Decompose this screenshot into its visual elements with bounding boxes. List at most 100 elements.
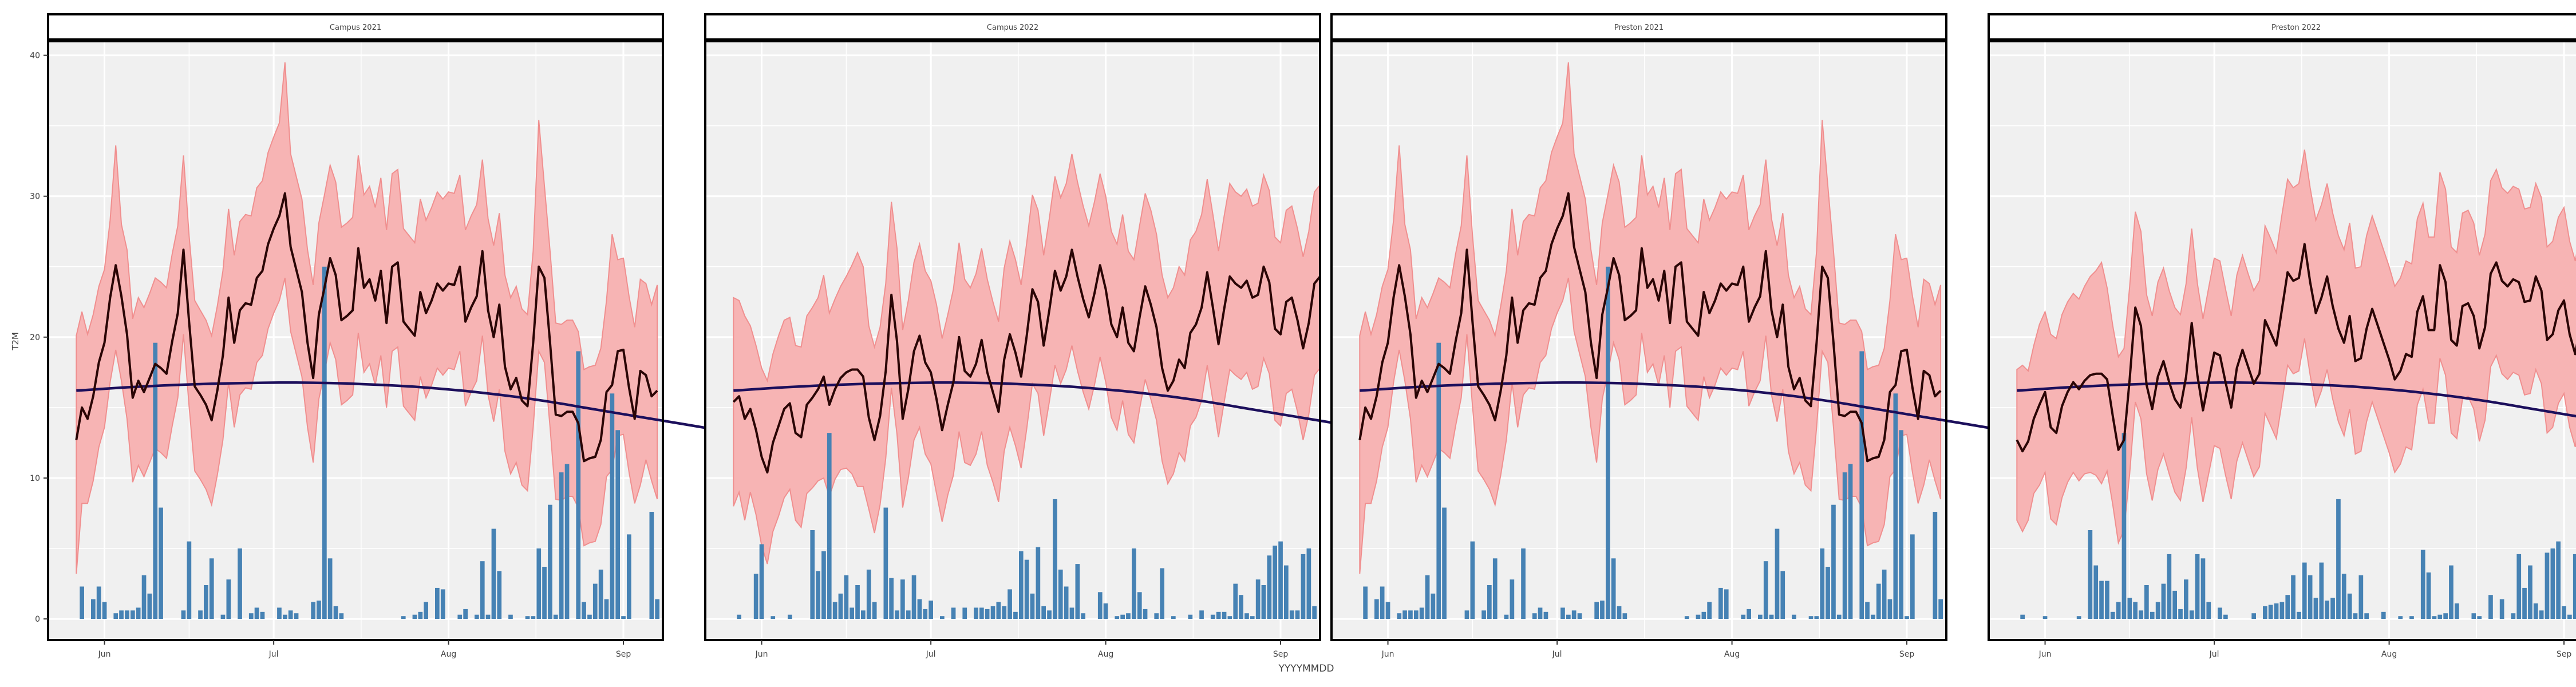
x-tick-label: Sep xyxy=(616,650,631,659)
precip-bar xyxy=(810,530,815,619)
precip-bar xyxy=(1267,555,1272,619)
precip-bar xyxy=(1718,587,1723,619)
precip-bar xyxy=(2279,602,2285,619)
precip-bar xyxy=(872,602,877,619)
precip-bar xyxy=(480,561,485,619)
precip-bar xyxy=(2218,607,2222,619)
precip-bar xyxy=(1701,611,1706,619)
precip-bar xyxy=(1859,351,1864,619)
precip-bar xyxy=(548,504,552,619)
precip-bar xyxy=(1402,610,1407,619)
precip-bar xyxy=(866,569,871,619)
precip-bar xyxy=(277,607,282,619)
precip-bar xyxy=(2150,611,2155,619)
precip-bar xyxy=(587,614,592,619)
precip-bar xyxy=(1521,548,1526,619)
precip-bar xyxy=(2121,433,2127,619)
precip-bar xyxy=(1910,534,1915,619)
precip-bar xyxy=(911,575,916,619)
precip-bar xyxy=(1836,614,1842,619)
precip-bar xyxy=(1380,586,1385,619)
precip-bar xyxy=(204,585,208,619)
precip-bar xyxy=(627,534,631,619)
precip-bar xyxy=(1758,614,1763,619)
precip-bar xyxy=(582,602,586,619)
precip-bar xyxy=(649,512,654,619)
precip-bar xyxy=(2195,554,2200,619)
precip-bar xyxy=(283,614,287,619)
precip-bar xyxy=(1397,613,1402,619)
precip-bar xyxy=(2139,610,2143,619)
facet-strip xyxy=(704,13,1321,41)
precip-bar xyxy=(1481,610,1486,619)
precip-bar xyxy=(1137,592,1142,619)
precip-bar xyxy=(1216,611,1221,619)
precip-bar xyxy=(2099,581,2104,619)
precip-bar xyxy=(923,609,928,619)
panel-2: Campus 2022 Jun Jul Aug Sep xyxy=(704,13,1394,659)
precip-bar xyxy=(1233,583,1238,619)
x-tick-label: Jul xyxy=(926,650,936,659)
precip-bar xyxy=(1132,548,1136,619)
x-tick-label: Jul xyxy=(1552,650,1562,659)
precip-bar xyxy=(1425,575,1430,619)
precip-bar xyxy=(974,607,978,619)
precip-bar xyxy=(2110,611,2115,619)
precip-bar xyxy=(1222,611,1227,619)
precip-bar xyxy=(1047,610,1052,619)
precip-bar xyxy=(1273,546,1277,619)
precip-bar xyxy=(147,593,152,619)
precip-bar xyxy=(508,614,513,619)
precip-bar xyxy=(91,599,96,619)
facet-strip xyxy=(1988,13,2576,41)
precip-bar xyxy=(1239,595,1243,619)
precip-bar xyxy=(1013,611,1018,619)
y-tick-label: 40 xyxy=(30,52,40,61)
facet-title: Campus 2021 xyxy=(330,23,381,32)
precip-bar xyxy=(1154,613,1159,619)
trend-line xyxy=(733,381,1394,435)
precip-bar xyxy=(951,607,956,619)
precip-bar xyxy=(531,616,536,619)
x-tick-label: Aug xyxy=(1098,650,1113,659)
facet-title: Campus 2022 xyxy=(987,23,1038,32)
x-tick-label: Sep xyxy=(1273,650,1289,659)
precip-bar xyxy=(2556,541,2561,619)
y-tick-label: 10 xyxy=(30,474,40,483)
precip-bar xyxy=(2200,558,2206,619)
precip-bar xyxy=(861,610,866,619)
precip-bar xyxy=(542,567,547,619)
precip-bar xyxy=(737,614,741,619)
x-axis-label: YYYYMMDD xyxy=(1278,663,1334,674)
precip-bar xyxy=(2133,602,2138,619)
precip-bar xyxy=(1622,613,1627,619)
temperature-range-band xyxy=(2016,149,2576,545)
precip-bar xyxy=(1538,607,1543,619)
precip-bar xyxy=(2455,603,2459,619)
precip-bar xyxy=(1487,585,1492,619)
precipitation-bars xyxy=(1363,266,1943,619)
precip-bar xyxy=(788,614,792,619)
precip-bar xyxy=(1058,569,1063,619)
precip-bar xyxy=(1120,614,1125,619)
precip-bar xyxy=(1024,559,1029,619)
precip-bar xyxy=(592,583,598,619)
precip-bar xyxy=(2516,554,2522,619)
precip-bar xyxy=(2105,581,2109,619)
precip-bar xyxy=(2409,616,2414,619)
precip-bar xyxy=(1899,430,1903,619)
panel-4: Preston 2022 Jun Jul Aug Sep xyxy=(1988,13,2576,659)
precip-bar xyxy=(621,616,626,619)
precip-bar xyxy=(2325,601,2329,619)
precip-bar xyxy=(457,614,463,619)
precip-bar xyxy=(2274,603,2279,619)
precip-bar xyxy=(1504,614,1509,619)
precip-bar xyxy=(996,602,1001,619)
precip-bar xyxy=(615,430,620,619)
precip-bar xyxy=(1171,616,1176,619)
precip-bar xyxy=(1882,569,1887,619)
precip-bar xyxy=(2420,550,2425,619)
mean-temperature-line xyxy=(732,248,1321,474)
precip-bar xyxy=(2533,603,2538,619)
precip-bar xyxy=(1747,609,1751,619)
